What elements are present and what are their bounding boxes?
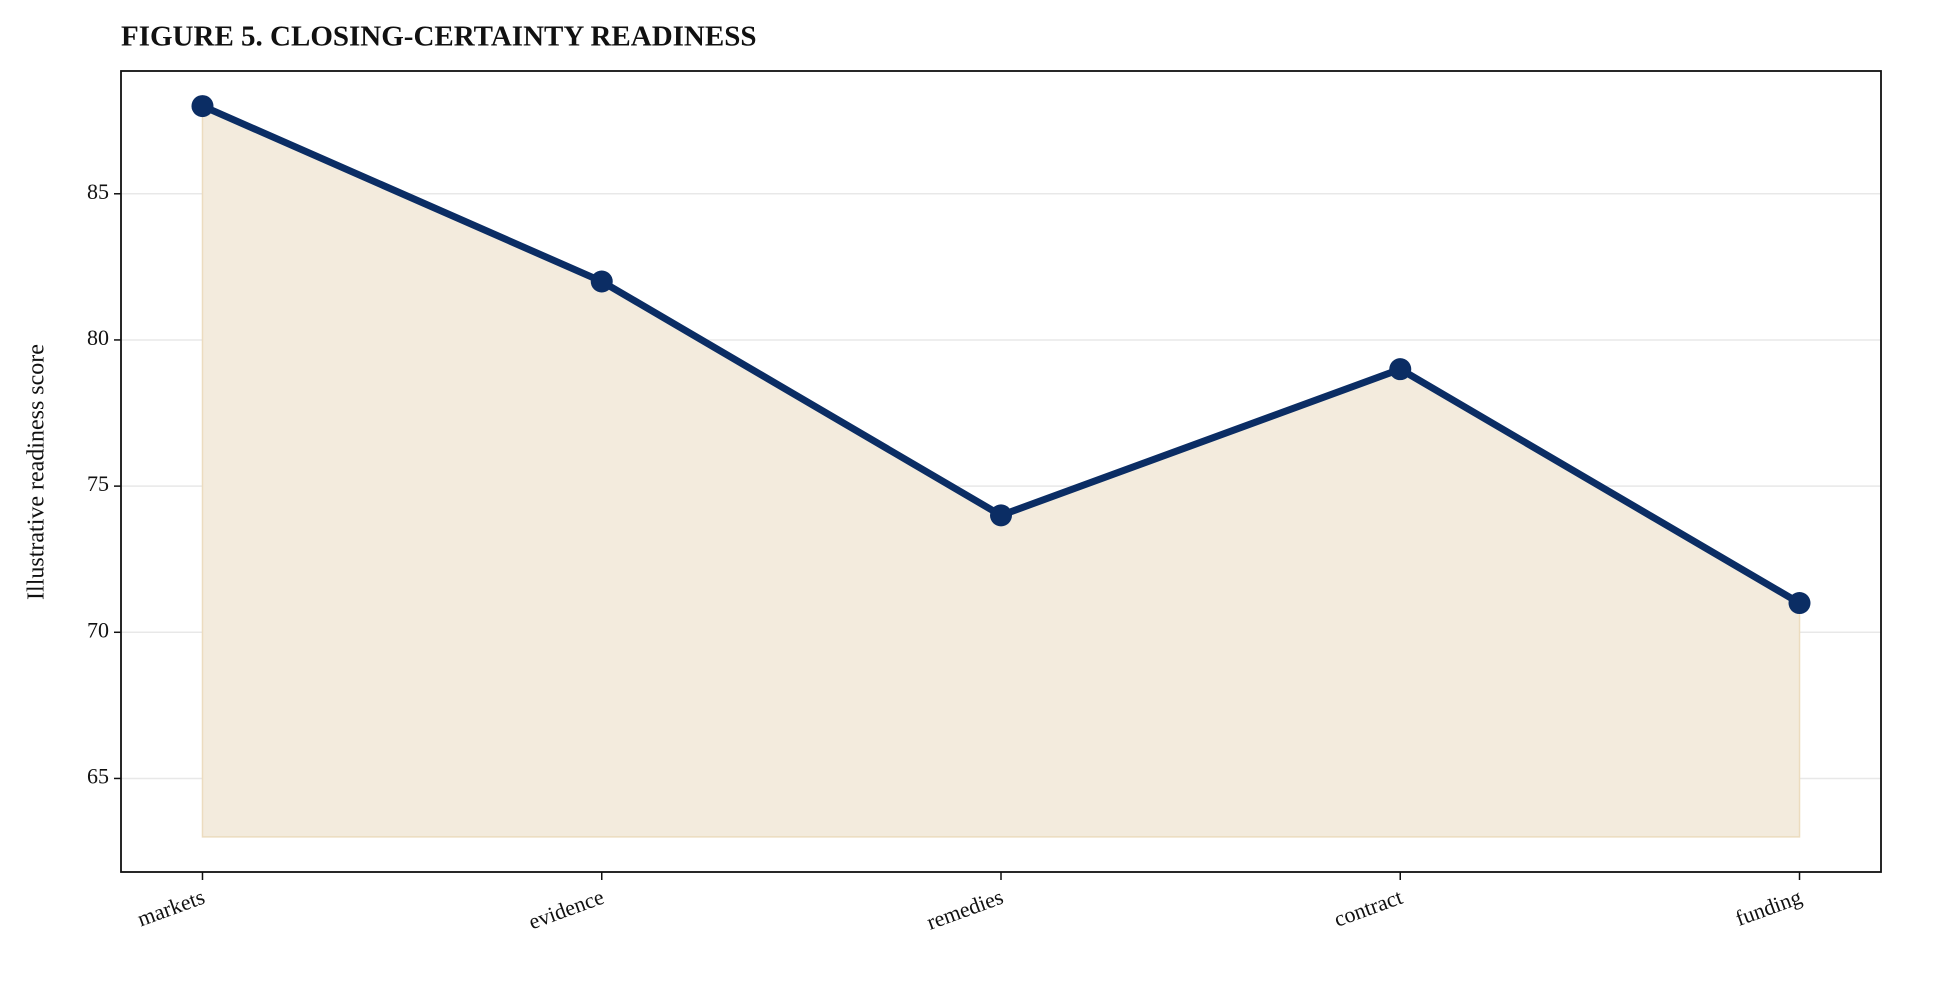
y-tick-label: 85 xyxy=(87,179,109,204)
plot-frame xyxy=(120,70,1882,873)
x-tick-label: funding xyxy=(1732,884,1805,931)
point xyxy=(1389,358,1412,381)
point xyxy=(590,270,613,293)
point xyxy=(1788,592,1811,615)
y-tick-label: 70 xyxy=(87,617,109,642)
point xyxy=(990,504,1012,527)
point xyxy=(191,95,214,118)
x-tick-label: remedies xyxy=(923,884,1006,935)
y-tick-label: 80 xyxy=(87,325,109,350)
area xyxy=(201,104,1801,838)
y-axis-label: Illustrative readiness score xyxy=(24,344,50,600)
x-tick-label: markets xyxy=(134,884,208,931)
plot: 65 70 75 80 85 markets evidence remedies contrac… xyxy=(87,95,1881,935)
y-tick-label: 65 xyxy=(87,763,109,788)
y-tick-label: 75 xyxy=(87,471,109,496)
chart-title: FIGURE 5. CLOSING-CERTAINTY READINESS xyxy=(121,21,756,53)
x-tick-label: contract xyxy=(1331,884,1406,932)
x-tick-label: evidence xyxy=(525,884,607,934)
